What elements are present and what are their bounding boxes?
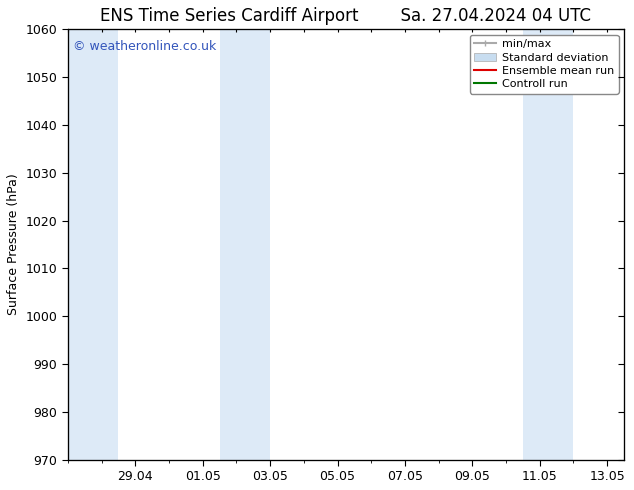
Bar [523,29,574,460]
Bar [68,29,119,460]
Title: ENS Time Series Cardiff Airport        Sa. 27.04.2024 04 UTC: ENS Time Series Cardiff Airport Sa. 27.0… [100,7,592,25]
Legend: min/max, Standard deviation, Ensemble mean run, Controll run: min/max, Standard deviation, Ensemble me… [470,35,619,94]
Text: © weatheronline.co.uk: © weatheronline.co.uk [74,40,217,53]
Bar [219,29,270,460]
Y-axis label: Surface Pressure (hPa): Surface Pressure (hPa) [7,173,20,316]
